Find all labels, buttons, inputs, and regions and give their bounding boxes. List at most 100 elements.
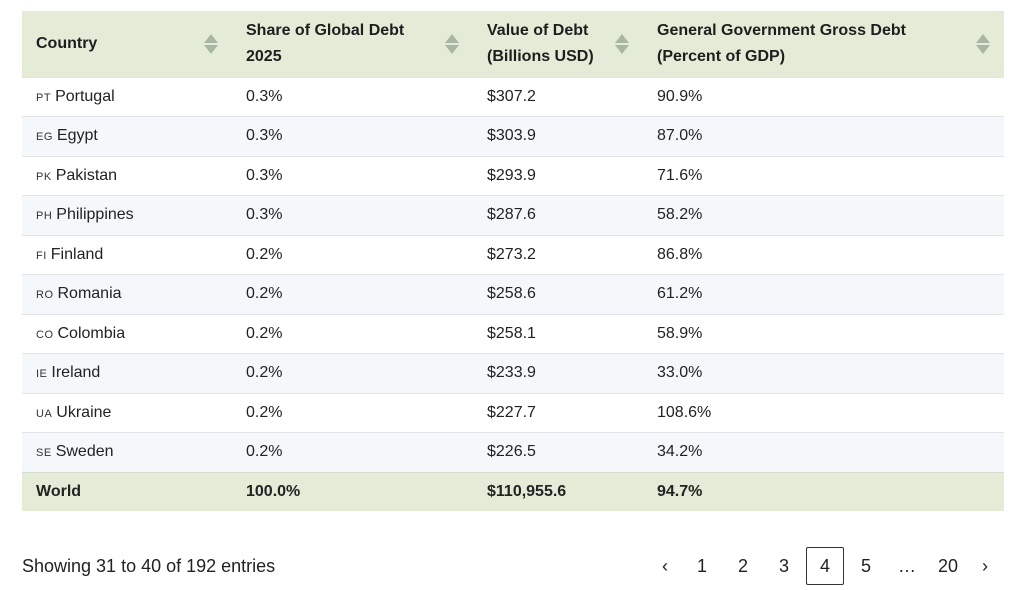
debt-value-cell: $273.2 (487, 245, 536, 263)
column-header-sublabel: 2025 (246, 47, 282, 65)
sort-descending-icon (204, 44, 218, 54)
country-name: Ireland (51, 364, 101, 382)
debt-value-cell: $258.1 (487, 324, 536, 342)
debt-gdp-cell: 71.6% (657, 166, 703, 184)
table-row: PT Portugal 0.3% $307.2 90.9% (22, 77, 1004, 117)
country-code: PK (36, 170, 52, 183)
share-cell: 0.2% (246, 285, 283, 303)
table-row: CO Colombia 0.2% $258.1 58.9% (22, 314, 1004, 354)
country-code: PH (36, 210, 53, 223)
pagination-ellipsis: … (898, 555, 916, 576)
sort-icon[interactable] (445, 31, 459, 57)
sort-ascending-icon (204, 33, 218, 43)
debt-gdp-cell: 61.2% (657, 285, 703, 303)
column-header-2[interactable]: Share of Global Debt 2025 (232, 11, 473, 77)
debt-value-cell: $307.2 (487, 87, 536, 105)
next-page-button[interactable]: › (982, 555, 988, 576)
country-code: CO (36, 328, 54, 341)
country-cell: PH Philippines (22, 196, 232, 236)
share-cell: 0.3% (246, 87, 283, 105)
column-header-sublabel: (Billions USD) (487, 47, 594, 65)
table-row: IE Ireland 0.2% $233.9 33.0% (22, 353, 1004, 394)
debt-table: Country Share of Global Debt 2025 Value of … (22, 11, 1004, 511)
column-header-1[interactable]: Country (22, 11, 232, 77)
debt-value-cell: $287.6 (487, 206, 536, 224)
country-name: Romania (57, 285, 122, 303)
footer-gdp: 94.7% (657, 482, 703, 500)
page-button-1[interactable]: 1 (696, 555, 707, 576)
country-cell: PK Pakistan (22, 156, 232, 196)
table-row: PK Pakistan 0.3% $293.9 71.6% (22, 156, 1004, 196)
debt-gdp-cell: 58.9% (657, 324, 703, 342)
debt-gdp-cell: 90.9% (657, 87, 703, 105)
world-total-row: World 100.0% $110,955.6 94.7% (22, 472, 1004, 511)
country-code: FI (36, 249, 47, 262)
page-button-5[interactable]: 5 (860, 555, 871, 576)
page-button-4[interactable]: 4 (806, 547, 844, 585)
sort-descending-icon (615, 44, 629, 54)
header-row: Country Share of Global Debt 2025 Value of … (22, 11, 1004, 77)
column-header-label: Share of Global Debt (246, 21, 405, 39)
table-header: Country Share of Global Debt 2025 Value of … (22, 11, 1004, 77)
debt-value-cell: $226.5 (487, 443, 536, 461)
debt-value-cell: $233.9 (487, 364, 536, 382)
country-name: Ukraine (56, 403, 112, 421)
prev-page-button[interactable]: ‹ (662, 555, 668, 576)
country-code: UA (36, 407, 53, 420)
footer-country: World (36, 482, 82, 500)
table-row: PH Philippines 0.3% $287.6 58.2% (22, 195, 1004, 236)
country-name: Finland (50, 245, 104, 263)
column-header-3[interactable]: Value of Debt (Billions USD) (473, 11, 643, 77)
country-cell: IE Ireland (22, 354, 232, 394)
footer-share: 100.0% (246, 482, 301, 500)
country-code: SE (36, 447, 52, 460)
country-cell: SE Sweden (22, 433, 232, 473)
country-code: RO (36, 289, 54, 302)
share-cell: 0.2% (246, 403, 283, 421)
sort-icon[interactable] (204, 31, 218, 57)
country-cell: CO Colombia (22, 314, 232, 354)
table-row: EG Egypt 0.3% $303.9 87.0% (22, 116, 1004, 157)
table-body: PT Portugal 0.3% $307.2 90.9% EG Egypt 0.3% $303… (22, 77, 1004, 472)
debt-gdp-cell: 58.2% (657, 206, 703, 224)
sort-descending-icon (976, 44, 990, 54)
debt-value-cell: $258.6 (487, 285, 536, 303)
sort-icon[interactable] (976, 31, 990, 57)
country-name: Pakistan (55, 166, 118, 184)
sort-icon[interactable] (615, 31, 629, 57)
debt-gdp-cell: 86.8% (657, 245, 703, 263)
debt-gdp-cell: 34.2% (657, 443, 703, 461)
country-cell: EG Egypt (22, 117, 232, 157)
share-cell: 0.2% (246, 443, 283, 461)
pagination: ‹ 1 2 3 4 5 … 20 › (647, 547, 1000, 585)
share-cell: 0.2% (246, 364, 283, 382)
sort-ascending-icon (615, 33, 629, 43)
country-name: Colombia (57, 324, 126, 342)
debt-gdp-cell: 108.6% (657, 403, 712, 421)
sort-descending-icon (445, 44, 459, 54)
page-button-20[interactable]: 20 (937, 555, 959, 576)
debt-value-cell: $293.9 (487, 166, 536, 184)
table-row: FI Finland 0.2% $273.2 86.8% (22, 235, 1004, 275)
page-button-3[interactable]: 3 (778, 555, 789, 576)
table-row: RO Romania 0.2% $258.6 61.2% (22, 274, 1004, 314)
country-cell: PT Portugal (22, 77, 232, 117)
debt-gdp-cell: 33.0% (657, 364, 703, 382)
share-cell: 0.2% (246, 245, 283, 263)
sort-ascending-icon (445, 33, 459, 43)
column-header-label: Value of Debt (487, 21, 589, 39)
debt-value-cell: $303.9 (487, 127, 536, 145)
country-code: PT (36, 91, 52, 104)
column-header-4[interactable]: General Government Gross Debt (Percent of… (643, 11, 1004, 77)
column-header-sublabel: (Percent of GDP) (657, 47, 786, 65)
page-button-2[interactable]: 2 (737, 555, 748, 576)
country-code: IE (36, 368, 48, 381)
share-cell: 0.3% (246, 127, 283, 145)
table-row: SE Sweden 0.2% $226.5 34.2% (22, 432, 1004, 473)
table-footer: World 100.0% $110,955.6 94.7% (22, 472, 1004, 511)
column-header-label: General Government Gross Debt (657, 21, 906, 39)
column-header-label: Country (36, 34, 98, 52)
country-name: Egypt (56, 127, 98, 145)
share-cell: 0.3% (246, 166, 283, 184)
entries-info: Showing 31 to 40 of 192 entries (22, 556, 276, 576)
